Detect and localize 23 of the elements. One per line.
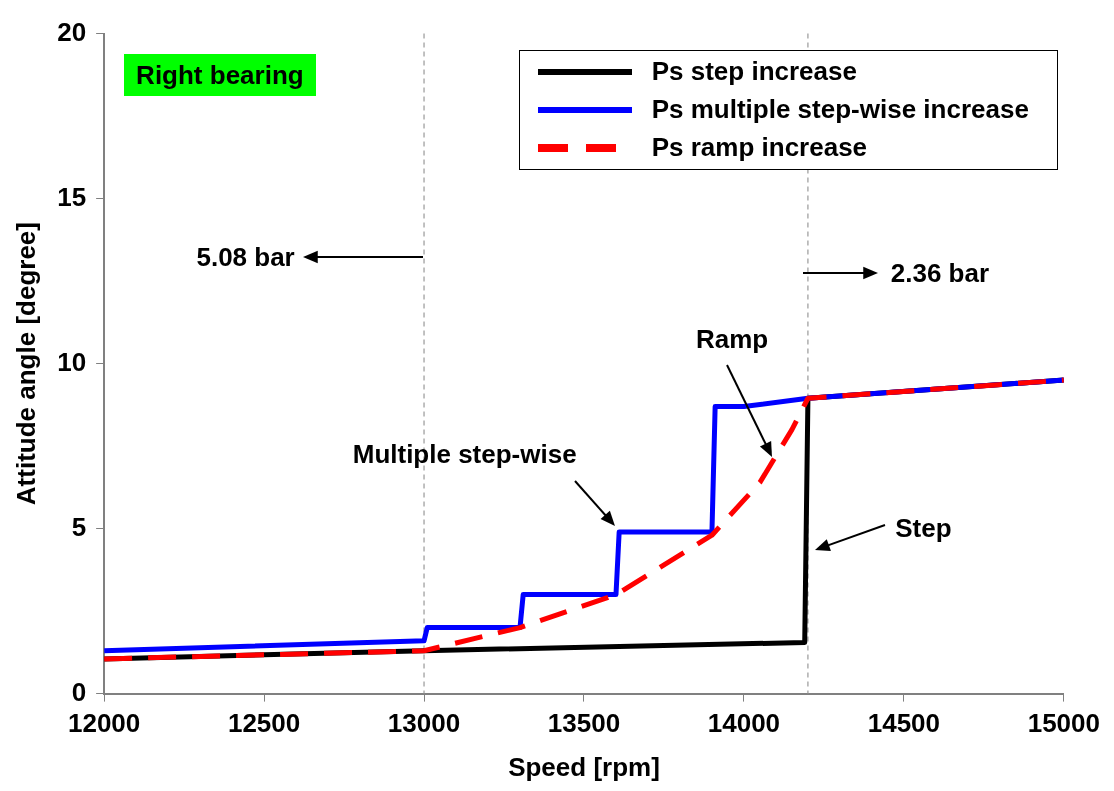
y-tick-label: 15 bbox=[57, 181, 87, 212]
y-tick-label: 10 bbox=[57, 346, 87, 377]
x-tick-label: 15000 bbox=[1027, 708, 1101, 739]
legend-label: Ps ramp increase bbox=[651, 132, 868, 164]
x-tick-label: 13500 bbox=[547, 708, 621, 739]
legend-label: Ps step increase bbox=[651, 56, 857, 88]
x-axis-title: Speed [rpm] bbox=[508, 751, 660, 782]
y-tick-label: 20 bbox=[57, 16, 87, 47]
annotation: 5.08 bar bbox=[196, 242, 295, 273]
x-tick-label: 12000 bbox=[67, 708, 141, 739]
legend-label: Ps multiple step-wise increase bbox=[651, 94, 1029, 126]
annotation: Right bearing bbox=[124, 53, 316, 96]
x-tick-label: 14000 bbox=[707, 708, 781, 739]
y-tick-label: 5 bbox=[71, 511, 87, 542]
x-tick-label: 14500 bbox=[867, 708, 941, 739]
y-axis-title: Attitude angle [degree] bbox=[10, 222, 41, 506]
annotation: Multiple step-wise bbox=[352, 438, 577, 469]
annotation: Step bbox=[895, 513, 952, 544]
x-tick-label: 12500 bbox=[227, 708, 301, 739]
annotation: 2.36 bar bbox=[890, 257, 990, 288]
x-tick-label: 13000 bbox=[387, 708, 461, 739]
annotation: Ramp bbox=[695, 323, 769, 354]
y-tick-label: 0 bbox=[71, 676, 87, 707]
